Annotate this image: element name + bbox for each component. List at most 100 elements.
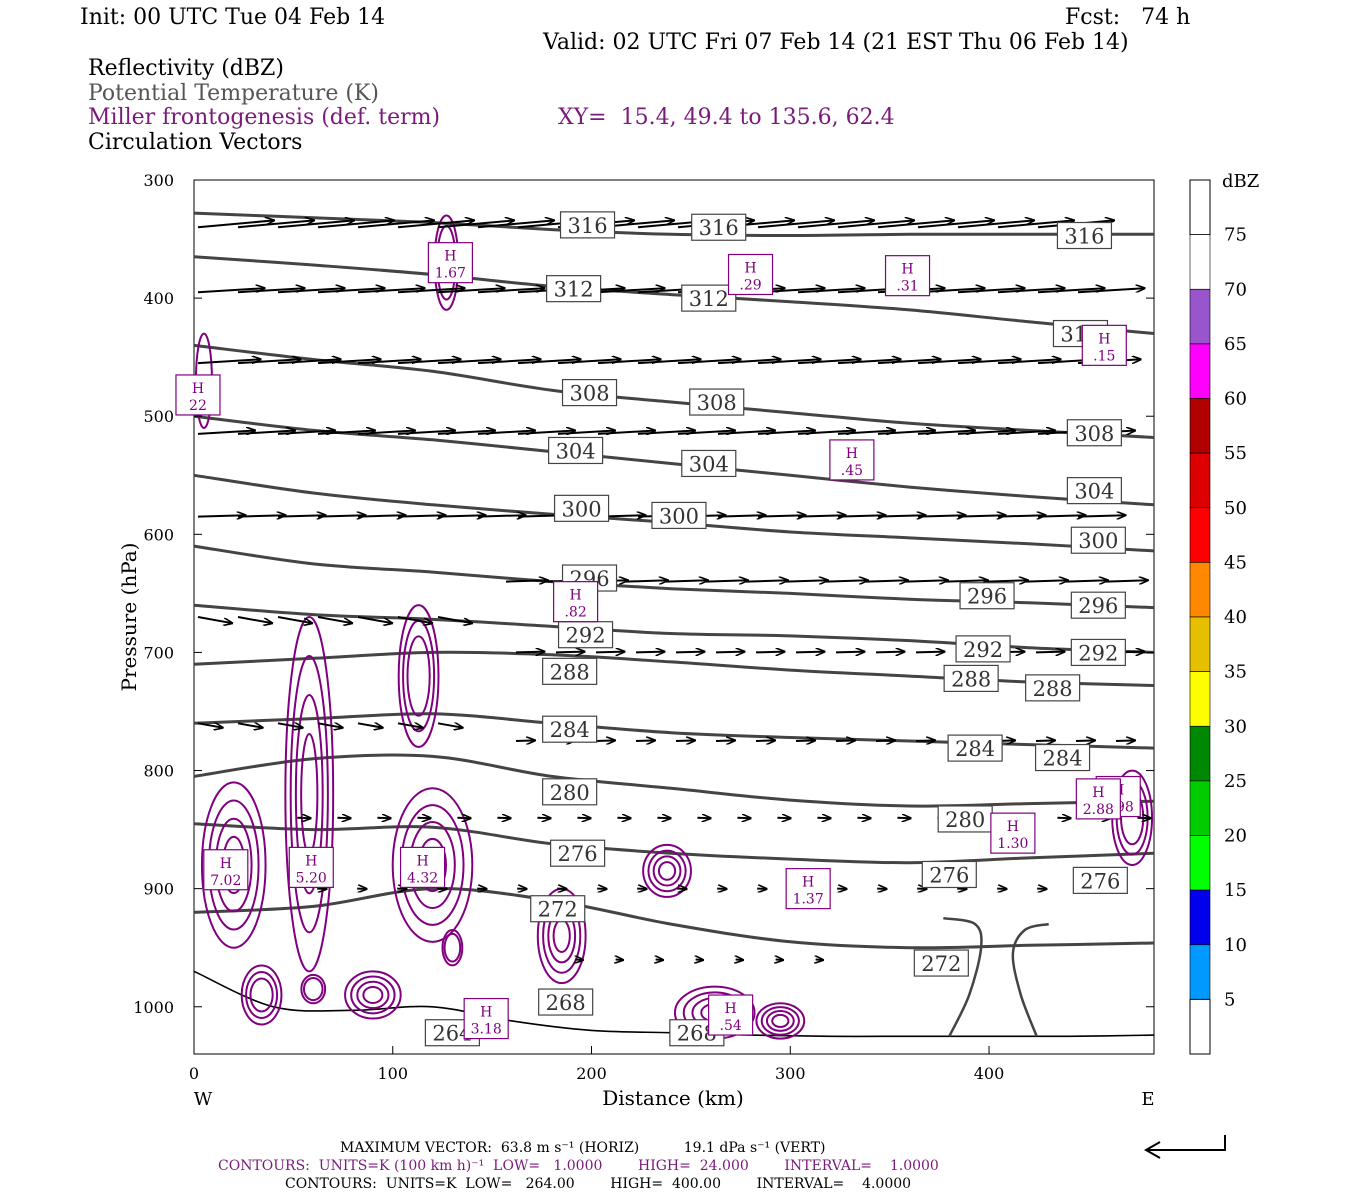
frontogenesis-max-marker: H5.20 — [288, 846, 334, 888]
y-axis-label: Pressure (hPa) — [117, 543, 141, 692]
colorbar-tick-label: 25 — [1224, 771, 1247, 792]
circulation-vector — [875, 652, 905, 653]
circulation-vector — [797, 288, 865, 294]
isentrope-label: 288 — [542, 657, 598, 685]
field-vectors-label: Circulation Vectors — [88, 130, 303, 155]
circulation-vector — [637, 359, 701, 365]
frontogenesis-contour — [406, 635, 431, 717]
svg-text:.31: .31 — [896, 279, 918, 295]
circulation-vector — [477, 359, 541, 365]
circulation-vector — [1025, 580, 1068, 581]
circulation-vector — [437, 359, 501, 365]
circulation-vector — [755, 740, 775, 741]
field-reflectivity-label: Reflectivity (dBZ) — [88, 56, 284, 81]
circulation-vector — [437, 616, 472, 623]
svg-text:304: 304 — [689, 452, 729, 476]
circulation-vector — [237, 431, 295, 434]
circulation-vector — [357, 616, 392, 623]
svg-text:284: 284 — [550, 718, 590, 742]
circulation-vector — [795, 652, 825, 653]
circulation-vector — [277, 431, 335, 434]
circulation-vector — [357, 220, 434, 229]
circulation-vector — [397, 431, 455, 434]
circulation-vector — [797, 515, 846, 516]
circulation-vector — [197, 431, 255, 434]
circulation-vector — [237, 359, 301, 365]
circulation-vector — [757, 220, 834, 229]
circulation-vector — [736, 960, 744, 961]
isentrope-label: 272 — [530, 895, 586, 923]
isentrope-label: 300 — [553, 494, 610, 522]
circulation-vector — [757, 431, 815, 434]
circulation-vector — [755, 652, 785, 653]
circulation-vector — [557, 431, 615, 434]
frontogenesis-max-marker: H.29 — [727, 253, 774, 296]
svg-text:4.32: 4.32 — [407, 870, 438, 886]
circulation-vector — [835, 652, 865, 653]
frontogenesis-max-marker: H.15 — [1081, 324, 1127, 366]
isentrope-label: 288 — [943, 664, 999, 693]
frontogenesis-contour — [240, 964, 283, 1026]
circulation-vector — [317, 288, 385, 294]
circulation-vector — [277, 723, 303, 727]
isentrope-label: 308 — [689, 388, 745, 416]
colorbar-tick-label: 65 — [1224, 334, 1247, 355]
frontogenesis-contour — [294, 693, 324, 895]
svg-text:H: H — [1092, 785, 1104, 801]
frontogenesis-max-marker: H.31 — [884, 255, 931, 297]
svg-text:.45: .45 — [841, 463, 863, 479]
field-frontogenesis-label: Miller frontogenesis (def. term) — [88, 105, 441, 130]
circulation-vector — [715, 652, 745, 653]
circulation-vector — [797, 359, 861, 365]
circulation-vector — [957, 220, 1034, 229]
frontogenesis-max-marker: H1.30 — [990, 812, 1036, 854]
forecast-hour: Fcst: 74 h — [1065, 5, 1191, 30]
circulation-vector — [597, 359, 661, 365]
circulation-vector — [1035, 652, 1065, 653]
circulation-vector — [277, 220, 354, 229]
circulation-vector — [515, 652, 545, 653]
isentrope-label: 280 — [937, 805, 993, 833]
svg-text:308: 308 — [1074, 422, 1114, 446]
frontogenesis-contour — [362, 985, 384, 1004]
svg-text:7.02: 7.02 — [210, 873, 241, 889]
isentrope-label: 304 — [548, 436, 604, 465]
circulation-vector — [197, 359, 261, 365]
circulation-vector — [877, 431, 935, 434]
east-label: E — [1141, 1089, 1154, 1110]
circulation-vector — [715, 740, 735, 741]
svg-text:308: 308 — [569, 382, 609, 406]
svg-text:288: 288 — [1033, 677, 1073, 701]
circulation-vector — [835, 740, 855, 741]
circulation-vector — [357, 431, 415, 434]
svg-text:H: H — [802, 875, 814, 891]
circulation-vector — [717, 431, 775, 434]
circulation-vector — [197, 723, 223, 727]
circulation-vector — [397, 359, 461, 365]
svg-text:312: 312 — [689, 287, 729, 311]
circulation-vector — [437, 288, 505, 294]
circulation-vector — [957, 359, 1021, 365]
svg-text:276: 276 — [1080, 869, 1120, 893]
colorbar-tick-label: 70 — [1224, 279, 1247, 300]
svg-text:H: H — [416, 853, 428, 869]
circulation-vector — [635, 740, 655, 741]
circulation-vector — [677, 431, 735, 434]
svg-text:H: H — [725, 1001, 737, 1017]
circulation-vector — [785, 580, 828, 581]
circulation-vector — [837, 359, 901, 365]
isentrope-label: 296 — [959, 582, 1015, 610]
isentrope-label: 272 — [913, 949, 969, 977]
svg-text:1.37: 1.37 — [793, 892, 824, 908]
isentrope-label: 284 — [1034, 743, 1091, 772]
west-label: W — [194, 1089, 213, 1110]
isentrope-label: 284 — [542, 715, 598, 743]
frontogenesis-contour — [765, 1010, 795, 1032]
isentrope-label: 316 — [1056, 221, 1113, 250]
svg-text:300: 300 — [562, 497, 602, 521]
svg-text:292: 292 — [1078, 641, 1118, 665]
circulation-vector — [197, 288, 265, 294]
isentrope-label: 312 — [546, 275, 602, 303]
isentrope-label: 316 — [691, 213, 747, 241]
